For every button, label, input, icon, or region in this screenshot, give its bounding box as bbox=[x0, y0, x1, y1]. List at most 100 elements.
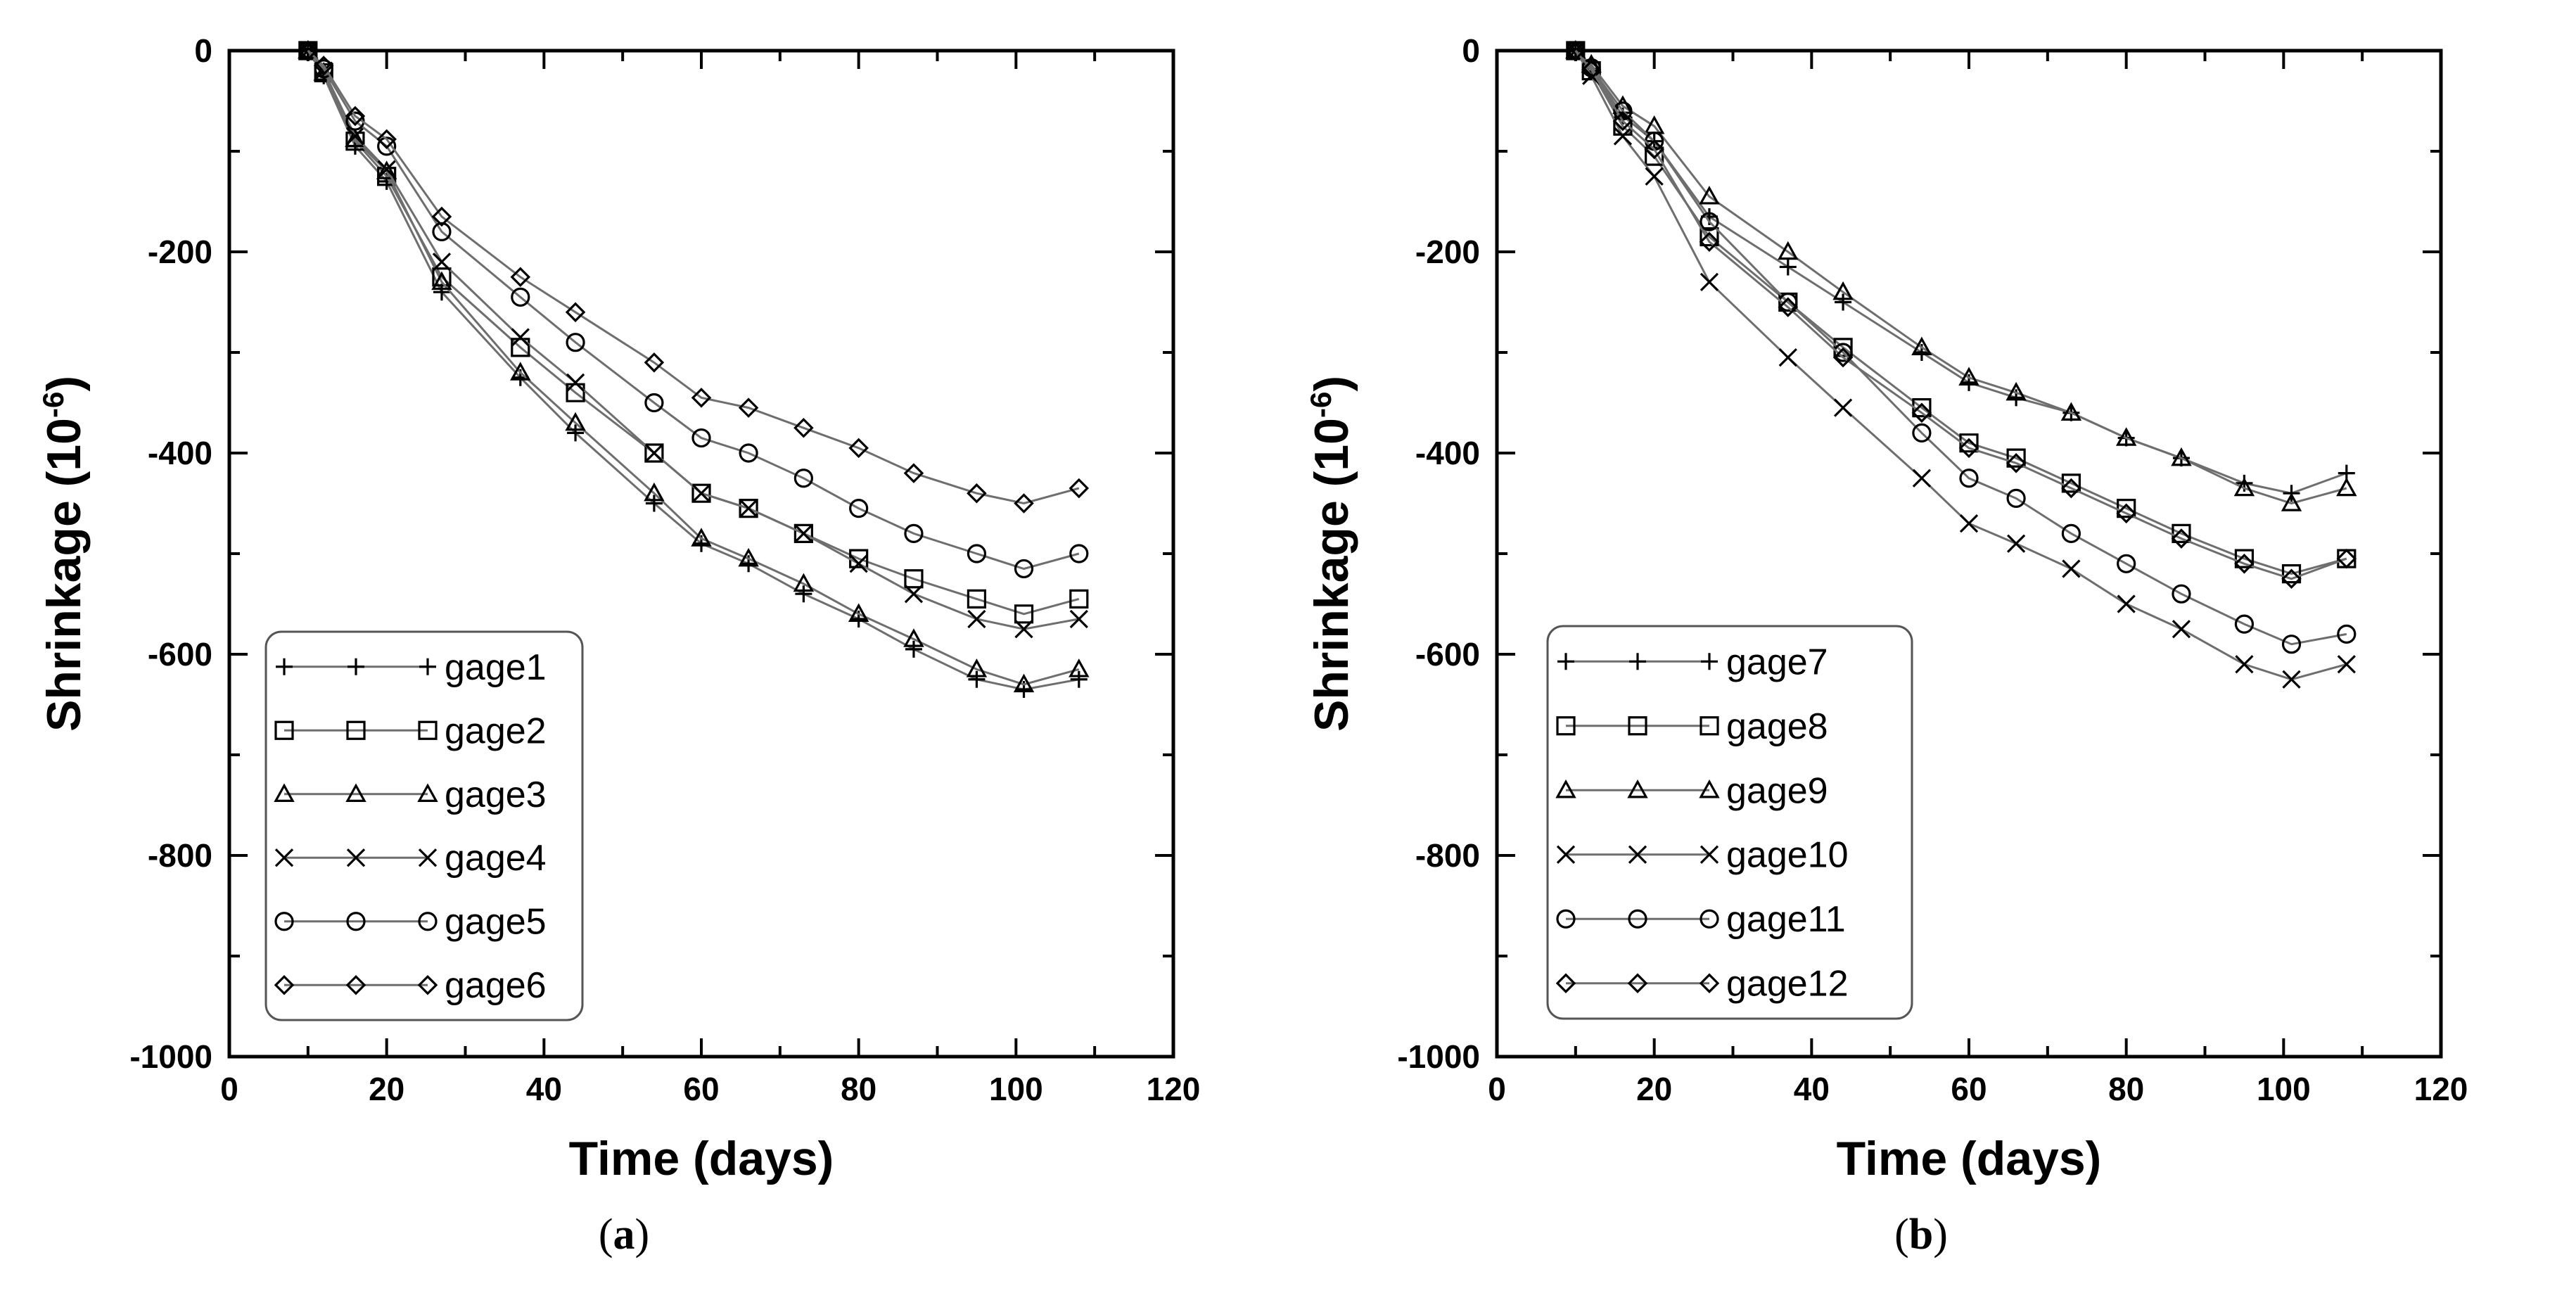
y-tick-label: -400 bbox=[1415, 435, 1480, 471]
data-point-gage10 bbox=[1912, 469, 1932, 488]
legend-label: gage9 bbox=[1726, 770, 1828, 811]
legend-marker bbox=[274, 848, 294, 867]
data-point-gage12 bbox=[2171, 528, 2192, 549]
data-point-gage8 bbox=[1700, 227, 1719, 247]
x-axis-title: Time (days) bbox=[1837, 1132, 2102, 1185]
legend-marker bbox=[274, 974, 295, 995]
data-point-gage9 bbox=[2171, 447, 2192, 466]
x-tick-label: 80 bbox=[841, 1071, 876, 1107]
x-tick-label: 80 bbox=[2108, 1071, 2144, 1107]
data-point-gage12 bbox=[1565, 40, 1586, 61]
legend-marker bbox=[1628, 845, 1647, 864]
legend-entry-gage7: gage7 bbox=[1557, 642, 1828, 682]
data-point-gage11 bbox=[1700, 212, 1719, 231]
y-tick-label: -600 bbox=[1415, 636, 1480, 673]
x-tick-label: 100 bbox=[2257, 1071, 2311, 1107]
data-point-gage1 bbox=[968, 670, 986, 688]
data-point-gage5 bbox=[377, 136, 397, 156]
legend-marker bbox=[274, 783, 295, 802]
legend-label: gage2 bbox=[445, 711, 547, 751]
legend-marker bbox=[274, 720, 294, 740]
data-point-gage1 bbox=[795, 585, 812, 603]
legend-marker bbox=[346, 720, 366, 740]
legend-label: gage6 bbox=[445, 965, 547, 1006]
data-point-gage9 bbox=[2281, 492, 2302, 511]
legend-marker bbox=[1627, 973, 1648, 993]
legend-label: gage10 bbox=[1726, 835, 1849, 876]
series-line-gage9 bbox=[1574, 49, 2347, 505]
y-tick-label: -200 bbox=[148, 234, 212, 270]
legend-entry-gage1: gage1 bbox=[276, 647, 547, 688]
data-point-gage4 bbox=[691, 484, 711, 503]
y-axis-title-close: ) bbox=[37, 376, 91, 392]
data-point-gage12 bbox=[1778, 297, 1799, 317]
data-point-gage4 bbox=[432, 253, 452, 272]
legend-marker bbox=[274, 912, 294, 931]
data-point-gage9 bbox=[1832, 281, 1854, 300]
data-point-gage5 bbox=[511, 287, 530, 307]
data-point-gage4 bbox=[739, 499, 758, 518]
data-point-gage9 bbox=[1565, 39, 1586, 59]
data-point-gage9 bbox=[2336, 477, 2357, 497]
data-point-gage3 bbox=[644, 482, 665, 502]
series-line-gage3 bbox=[307, 50, 1080, 686]
legend-marker bbox=[347, 658, 364, 675]
data-point-gage5 bbox=[967, 544, 987, 563]
data-point-gage9 bbox=[2006, 381, 2027, 401]
data-point-gage11 bbox=[2117, 554, 2136, 573]
legend-marker bbox=[1557, 653, 1574, 670]
legend-entry-gage3: gage3 bbox=[274, 775, 547, 815]
data-point-gage6 bbox=[903, 463, 924, 483]
y-axis-title-main: Shrinkage (10 bbox=[1305, 418, 1358, 732]
x-axis-title: Time (days) bbox=[569, 1132, 834, 1185]
x-tick-label: 120 bbox=[2414, 1071, 2468, 1107]
data-point-gage4 bbox=[377, 160, 396, 179]
data-point-gage3 bbox=[793, 573, 815, 592]
legend-label: gage1 bbox=[445, 647, 547, 688]
x-tick-label: 0 bbox=[220, 1071, 238, 1107]
series-line-gage5 bbox=[307, 50, 1080, 571]
data-point-gage9 bbox=[2060, 402, 2082, 421]
caption-open-paren: ( bbox=[1894, 1211, 1909, 1259]
x-tick-label: 120 bbox=[1147, 1071, 1201, 1107]
data-point-gage3 bbox=[903, 628, 924, 647]
series-gage4 bbox=[298, 41, 1088, 639]
data-point-gage4 bbox=[511, 328, 530, 347]
series-line-gage8 bbox=[1574, 50, 2347, 575]
data-point-gage11 bbox=[2061, 523, 2081, 544]
panel-caption: (a) bbox=[599, 1211, 649, 1259]
data-point-gage10 bbox=[1959, 514, 1979, 533]
y-axis-title-close: ) bbox=[1305, 376, 1358, 392]
legend-entry-gage10: gage10 bbox=[1556, 835, 1849, 876]
data-point-gage3 bbox=[431, 271, 452, 291]
data-point-gage7 bbox=[1779, 258, 1797, 276]
data-point-gage3 bbox=[966, 658, 988, 677]
legend-marker bbox=[346, 912, 366, 931]
data-point-gage9 bbox=[1778, 241, 1799, 260]
data-point-gage6 bbox=[313, 56, 334, 76]
legend-box bbox=[264, 630, 584, 1021]
data-point-gage2 bbox=[967, 589, 987, 609]
series-gage7 bbox=[1567, 42, 2355, 502]
legend-marker bbox=[1556, 845, 1576, 864]
series-gage12 bbox=[1565, 40, 2357, 590]
data-point-gage5 bbox=[849, 499, 869, 518]
data-point-gage8 bbox=[1912, 398, 1932, 418]
data-point-gage6 bbox=[298, 40, 319, 61]
data-point-gage12 bbox=[2006, 453, 2027, 473]
data-point-gage12 bbox=[1581, 59, 1602, 80]
data-point-gage10 bbox=[1778, 348, 1797, 367]
caption-letter: a bbox=[613, 1211, 635, 1259]
data-point-gage3 bbox=[510, 362, 531, 381]
caption-close-paren: ) bbox=[635, 1211, 650, 1259]
data-point-gage5 bbox=[314, 59, 333, 79]
data-point-gage5 bbox=[1069, 544, 1089, 563]
series-gage6 bbox=[298, 40, 1090, 514]
data-point-gage10 bbox=[1833, 398, 1853, 417]
legend-marker bbox=[418, 720, 438, 740]
x-tick-label: 40 bbox=[1794, 1071, 1830, 1107]
data-point-gage11 bbox=[2234, 614, 2255, 634]
data-point-gage3 bbox=[565, 412, 586, 431]
data-point-gage5 bbox=[793, 469, 813, 488]
data-point-gage4 bbox=[345, 127, 365, 146]
